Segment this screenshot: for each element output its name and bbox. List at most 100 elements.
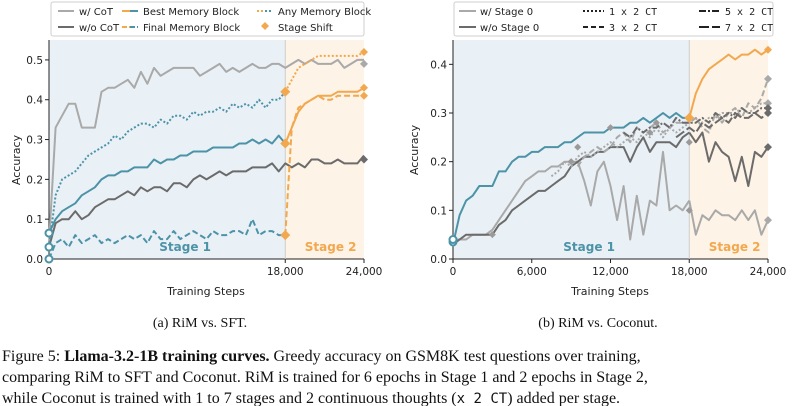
branch-marker: [652, 119, 660, 127]
legend-label: w/o CoT: [79, 23, 120, 34]
start-marker: [44, 254, 54, 264]
x-tick-label: 0: [450, 266, 457, 278]
series-line: [576, 78, 769, 168]
panel-a: 0.0 0.1 0.2 0.3 0.4 0.5 0 18,000 24,000 Stage 1 St…: [10, 40, 382, 331]
series-line: [48, 218, 286, 260]
end-marker: [764, 143, 772, 152]
x-tick-label: 0: [46, 266, 53, 278]
branch-marker: [607, 124, 614, 132]
series-line: [284, 86, 365, 144]
y-tick-label: 0.1: [430, 205, 447, 217]
legend-label: 3 x 2 CT: [609, 23, 657, 34]
series-line: [688, 131, 769, 187]
end-marker: [360, 83, 368, 92]
legend-label: Stage Shift: [278, 23, 333, 34]
series-line: [48, 91, 287, 248]
panel-b-xlabel: Training Steps: [570, 285, 649, 298]
stage-label: Stage 2: [305, 240, 357, 254]
legend-label: Any Memory Block: [278, 7, 371, 18]
figure-caption: Figure 5: Llama-3.2-1B training curves. …: [2, 348, 648, 406]
stage-shift-marker: [280, 86, 291, 97]
series-line: [550, 102, 768, 178]
stage-region: [49, 40, 286, 259]
series-line: [48, 58, 364, 244]
y-tick-label: 0.1: [26, 214, 43, 226]
panel-b-ylabel: Accuracy: [408, 124, 421, 175]
end-marker: [764, 216, 772, 225]
y-tick-label: 0.4: [26, 95, 43, 107]
series-line: [675, 112, 769, 139]
stage-label: Stage 2: [709, 240, 761, 254]
stage-label: Stage 1: [563, 240, 615, 254]
caption-line3-b: ) added per stage.: [507, 390, 620, 406]
legend-frame: [453, 1, 774, 37]
panel-a-xlabel: Training Steps: [166, 285, 245, 298]
legend-label: w/ Stage 0: [480, 7, 533, 18]
caption-label: Figure 5:: [2, 348, 60, 365]
series-line: [48, 134, 287, 234]
y-tick-label: 0.3: [430, 108, 447, 120]
y-tick-label: 0.5: [26, 55, 43, 67]
stage-shift-marker: [684, 112, 695, 123]
legend-label: 7 x 2 CT: [725, 23, 773, 34]
stage-region: [285, 40, 364, 259]
end-marker: [764, 99, 772, 108]
series-line: [452, 112, 690, 245]
legend-label: Best Memory Block: [143, 7, 239, 18]
panel-a-ylabel: Accuracy: [10, 134, 23, 185]
start-marker: [448, 235, 458, 245]
stage-label: Stage 1: [159, 240, 211, 254]
branch-marker: [646, 128, 654, 136]
x-tick-label: 18,000: [671, 266, 708, 278]
start-marker: [44, 242, 54, 252]
end-marker: [764, 104, 772, 113]
y-tick-label: 0.2: [26, 174, 43, 186]
caption-line1-rest: Greedy accuracy on GSM8K test questions …: [270, 348, 641, 365]
x-tick-label: 12,000: [592, 266, 629, 278]
panel-a-subcaption: (a) RiM vs. SFT.: [153, 316, 247, 331]
panel-a-plot-area: 0.0 0.1 0.2 0.3 0.4 0.5 0 18,000 24,000 Stage 1 St…: [26, 40, 382, 278]
end-marker: [764, 74, 772, 83]
branch-marker: [574, 143, 582, 151]
series-line: [688, 48, 769, 119]
caption-line-3: while Coconut is trained with 1 to 7 sta…: [2, 390, 620, 406]
legend-label: 1 x 2 CT: [609, 7, 657, 18]
caption-line-1: Figure 5: Llama-3.2-1B training curves. …: [2, 348, 641, 365]
legend-label: 5 x 2 CT: [725, 7, 773, 18]
series-line: [48, 154, 365, 248]
y-tick-label: 0.4: [430, 59, 447, 71]
end-marker: [360, 47, 368, 56]
x-tick-label: 6,000: [517, 266, 547, 278]
end-marker: [764, 45, 772, 54]
y-tick-label: 0.2: [430, 157, 447, 169]
legend-label: Final Memory Block: [143, 23, 240, 34]
x-tick-label: 18,000: [267, 266, 304, 278]
series-line: [688, 200, 769, 236]
stage-region: [453, 40, 690, 259]
start-marker: [44, 228, 54, 238]
end-marker: [360, 155, 368, 164]
end-marker: [360, 91, 368, 100]
legend-label: w/ CoT: [79, 7, 114, 18]
branch-marker: [685, 138, 693, 146]
panel-b-legend: w/ Stage 0 w/o Stage 0 1 x 2 CT 3 x 2 CT…: [453, 1, 774, 37]
caption-code: x 2 CT: [457, 391, 508, 406]
stage-shift-marker: [280, 138, 291, 149]
y-tick-label: 0.3: [26, 135, 43, 147]
x-tick-label: 24,000: [346, 266, 383, 278]
caption-bold: Llama-3.2-1B training curves.: [64, 348, 269, 365]
stage-shift-marker: [280, 230, 291, 241]
y-tick-label: 0.0: [430, 254, 447, 266]
panel-b-plot-area: 0.0 0.1 0.2 0.3 0.4 0 6,000 12,000 18,000 24,000 S…: [430, 40, 786, 278]
branch-marker: [567, 158, 575, 166]
caption-line3-a: while Coconut is trained with 1 to 7 sta…: [2, 390, 457, 406]
legend-swatch-stage-shift: [261, 22, 269, 30]
legend-label: w/o Stage 0: [480, 23, 539, 34]
branch-marker: [488, 231, 496, 239]
series-line: [284, 51, 365, 93]
panel-a-legend: w/ CoT w/o CoT Best Memory Block Final M…: [50, 1, 371, 37]
branch-marker: [685, 206, 693, 214]
caption-line-2: comparing RiM to SFT and Coconut. RiM is…: [2, 369, 648, 386]
x-tick-label: 24,000: [750, 266, 787, 278]
